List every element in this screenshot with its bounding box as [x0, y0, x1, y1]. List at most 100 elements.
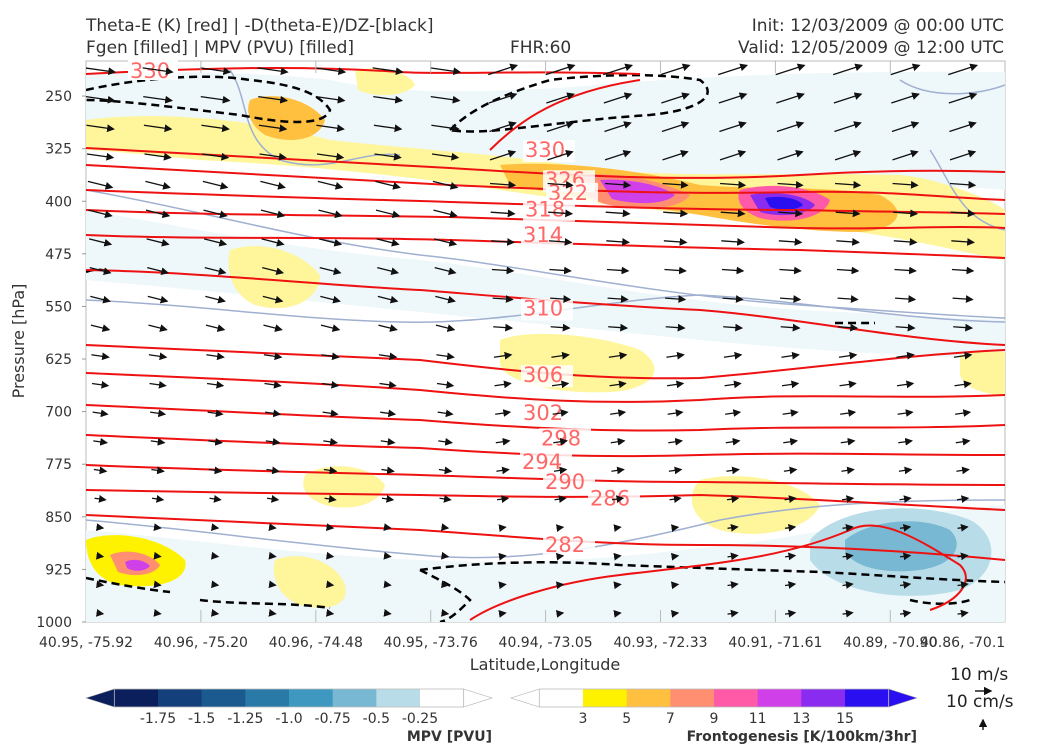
wind-vector [555, 524, 565, 532]
wind-vector [264, 380, 282, 389]
wind-vector [894, 266, 917, 275]
colorbar-segment [670, 689, 715, 707]
wind-vector [780, 323, 801, 332]
fhr-label: FHR:60 [510, 38, 571, 58]
wind-vector [896, 380, 915, 389]
wind-vector [268, 609, 277, 617]
wind-vector [205, 295, 226, 304]
wind-vector [153, 551, 162, 560]
wind-vector [892, 150, 919, 161]
colorbar-segment [420, 689, 465, 707]
wind-vector [440, 551, 450, 560]
wind-vector [842, 581, 854, 589]
wind-vector [667, 409, 684, 417]
wind-vector [436, 352, 455, 361]
wind-vector [895, 295, 917, 303]
wind-vector [777, 180, 804, 189]
wind-vector [837, 295, 859, 303]
wind-vector [948, 92, 978, 104]
wind-vector [208, 437, 224, 446]
wind-vector [957, 552, 969, 561]
thetae-contour-330-b [489, 79, 641, 151]
dthetae-contour-1 [86, 75, 332, 124]
wind-vector [896, 351, 915, 360]
wind-vector [491, 266, 515, 275]
y-tick-label: 700 [45, 405, 72, 421]
wind-vector [784, 523, 797, 532]
wind-vector [784, 495, 797, 503]
wind-vector [784, 552, 797, 561]
thetae-label-282: 282 [545, 533, 585, 557]
x-axis: 40.95, -75.92 40.96, -75.20 40.96, -74.48 4… [39, 61, 1005, 651]
wind-vector [381, 466, 395, 475]
wind-vector [489, 150, 517, 161]
wind-vector [893, 209, 919, 218]
wind-vector [666, 351, 685, 360]
colorbar-segment [801, 689, 846, 707]
wind-vector [724, 380, 742, 389]
wind-vector [380, 437, 396, 446]
wind-vector [727, 552, 739, 561]
colorbar-tick: 5 [622, 711, 631, 727]
wind-vector [492, 295, 514, 303]
wind-vector [895, 323, 916, 332]
wind-vector [784, 581, 797, 589]
thetae-contour-302 [86, 372, 1005, 403]
wind-vector [608, 323, 629, 332]
wind-vector [663, 238, 688, 246]
wind-vector [950, 180, 977, 189]
wind-vector [372, 67, 404, 76]
fgen-fill-top-left [248, 96, 325, 140]
wind-vector [727, 609, 739, 618]
wind-vector [433, 238, 458, 247]
colorbar-tick: -1.0 [275, 711, 302, 727]
wind-vector [548, 238, 573, 246]
wind-vector [719, 150, 747, 161]
wind-vector [265, 437, 281, 446]
wind-vector [666, 380, 685, 389]
wind-vector [262, 267, 285, 275]
wind-vector [200, 95, 231, 104]
wind-vector [490, 180, 517, 189]
wind-vector [496, 495, 510, 503]
colorbar-tick: -0.75 [315, 711, 351, 727]
wind-vector [325, 551, 335, 560]
wind-vector [604, 121, 632, 133]
wind-vector [549, 266, 572, 275]
wind-vector [842, 552, 854, 561]
wind-vector [263, 352, 283, 361]
wind-vector [841, 495, 855, 503]
wind-vector [670, 524, 680, 532]
wind-vector [948, 63, 979, 76]
wind-vector [145, 180, 171, 190]
wind-vector [383, 609, 392, 617]
wind-vector [321, 380, 340, 389]
colorbar-frame [113, 688, 465, 708]
wind-vector [324, 495, 337, 503]
wind-vector [723, 323, 744, 332]
wind-vector [727, 581, 739, 589]
wind-vector [721, 266, 745, 275]
wind-vector [266, 495, 280, 503]
y-tick-label: 625 [45, 352, 72, 368]
wind-vector [834, 150, 862, 161]
wind-vector [606, 266, 630, 275]
wind-vector [93, 466, 108, 475]
valid-time: Valid: 12/05/2009 @ 12:00 UTC [738, 38, 1004, 58]
wind-vector [949, 121, 977, 133]
y-tick-label: 475 [45, 247, 72, 263]
wind-vector [957, 609, 969, 618]
wind-vector [325, 609, 335, 617]
wind-vector [260, 209, 286, 219]
wind-vector [258, 124, 288, 133]
wind-vector [954, 380, 972, 389]
y-tick-label: 1000 [36, 615, 72, 631]
dthetae-contours [86, 73, 1005, 622]
colorbar-min-cap [510, 688, 540, 708]
wind-vector [378, 352, 398, 361]
colorbar-tick: 7 [666, 711, 675, 727]
wind-vector [775, 63, 806, 76]
wind-vector [325, 523, 335, 531]
wind-vector [725, 409, 742, 417]
wind-vector [205, 324, 226, 332]
